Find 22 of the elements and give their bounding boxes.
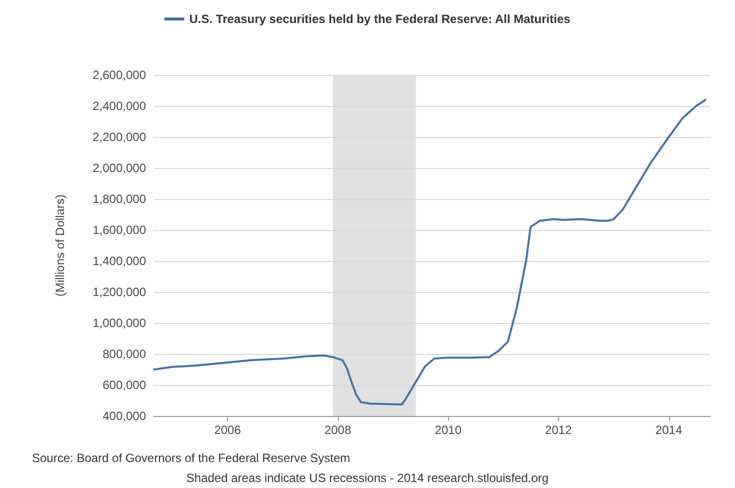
x-tick-label: 2010 bbox=[434, 423, 462, 437]
y-tick-label: 1,200,000 bbox=[92, 285, 146, 299]
y-tick-label: 1,800,000 bbox=[92, 192, 146, 206]
x-tick-label: 2006 bbox=[214, 423, 242, 437]
y-tick-label: 2,600,000 bbox=[92, 68, 146, 82]
source-note: Source: Board of Governors of the Federal Reserve System bbox=[32, 451, 350, 465]
x-tick-label: 2012 bbox=[545, 423, 572, 437]
legend-label: U.S. Treasury securities held by the Federal Reserve: All Maturities bbox=[189, 12, 571, 26]
y-tick-label: 600,000 bbox=[102, 378, 146, 392]
x-tick-label: 2008 bbox=[324, 423, 352, 437]
y-axis-title: (Millions of Dollars) bbox=[53, 194, 67, 297]
y-tick-label: 1,600,000 bbox=[92, 223, 146, 237]
line-series bbox=[153, 98, 706, 406]
text: Shaded areas indicate US recessions - 2014 research.stlouisfed.org bbox=[186, 471, 549, 485]
y-tick-label: 2,200,000 bbox=[92, 130, 146, 144]
x-tick-label: 2014 bbox=[655, 423, 682, 437]
y-tick-label: 2,000,000 bbox=[92, 161, 146, 175]
y-tick-label: 800,000 bbox=[102, 347, 146, 361]
y-tick-label: 1,400,000 bbox=[92, 254, 146, 268]
y-tick-label: 400,000 bbox=[102, 409, 146, 423]
y-tick-label: 1,000,000 bbox=[92, 316, 146, 330]
y-tick-label: 2,400,000 bbox=[92, 99, 146, 113]
